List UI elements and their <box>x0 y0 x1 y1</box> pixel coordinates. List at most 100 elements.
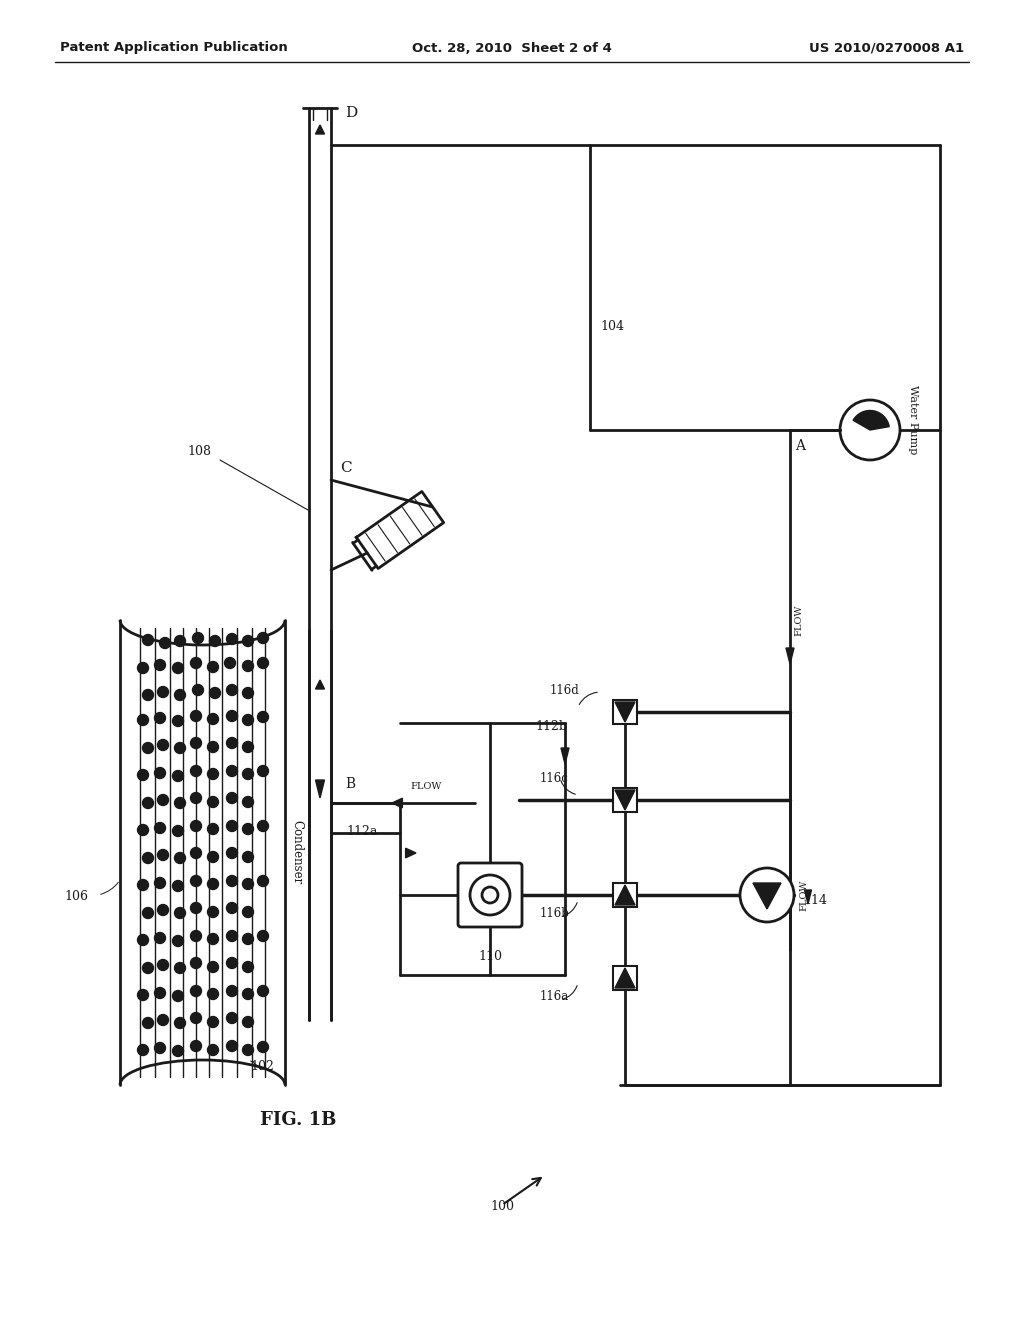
Text: US 2010/0270008 A1: US 2010/0270008 A1 <box>809 41 964 54</box>
Circle shape <box>226 986 238 997</box>
Circle shape <box>226 1040 238 1052</box>
Circle shape <box>226 634 238 644</box>
Circle shape <box>226 710 238 722</box>
Text: Oct. 28, 2010  Sheet 2 of 4: Oct. 28, 2010 Sheet 2 of 4 <box>412 41 612 54</box>
Circle shape <box>172 990 183 1002</box>
Text: C: C <box>340 461 351 475</box>
Text: 106: 106 <box>63 890 88 903</box>
Circle shape <box>174 908 185 919</box>
Circle shape <box>208 661 218 672</box>
Circle shape <box>257 711 268 722</box>
Circle shape <box>208 742 218 752</box>
Circle shape <box>208 1044 218 1056</box>
Circle shape <box>142 1018 154 1028</box>
Circle shape <box>190 738 202 748</box>
Circle shape <box>840 400 900 459</box>
Circle shape <box>155 932 166 944</box>
Polygon shape <box>315 680 325 689</box>
Circle shape <box>190 792 202 804</box>
Circle shape <box>243 742 254 752</box>
Circle shape <box>142 635 154 645</box>
Circle shape <box>158 795 169 805</box>
Circle shape <box>172 825 183 837</box>
Text: Patent Application Publication: Patent Application Publication <box>60 41 288 54</box>
Text: 102: 102 <box>250 1060 273 1073</box>
Circle shape <box>208 714 218 725</box>
Circle shape <box>142 797 154 808</box>
Circle shape <box>210 635 220 647</box>
Circle shape <box>243 796 254 808</box>
Circle shape <box>190 821 202 832</box>
Circle shape <box>226 931 238 941</box>
Text: 108: 108 <box>187 445 211 458</box>
Circle shape <box>158 904 169 916</box>
Polygon shape <box>805 890 811 904</box>
Circle shape <box>174 635 185 647</box>
Text: 104: 104 <box>600 319 624 333</box>
Circle shape <box>174 797 185 808</box>
Circle shape <box>158 850 169 861</box>
Circle shape <box>158 739 169 751</box>
Polygon shape <box>613 883 637 907</box>
Circle shape <box>137 879 148 891</box>
Circle shape <box>226 792 238 804</box>
Text: FLOW: FLOW <box>794 605 803 636</box>
Text: 114: 114 <box>803 894 827 907</box>
Text: FIG. 1B: FIG. 1B <box>260 1111 336 1129</box>
Circle shape <box>243 1044 254 1056</box>
Polygon shape <box>613 700 637 723</box>
Circle shape <box>172 936 183 946</box>
Circle shape <box>155 878 166 888</box>
Circle shape <box>208 989 218 999</box>
Text: FLOW: FLOW <box>799 879 808 911</box>
Circle shape <box>172 663 183 673</box>
Circle shape <box>174 742 185 754</box>
Polygon shape <box>406 849 416 858</box>
Polygon shape <box>753 883 781 909</box>
Circle shape <box>155 660 166 671</box>
Circle shape <box>226 847 238 858</box>
Circle shape <box>172 1045 183 1056</box>
Circle shape <box>172 715 183 726</box>
Text: 116c: 116c <box>540 772 569 785</box>
Circle shape <box>158 686 169 697</box>
Circle shape <box>243 1016 254 1027</box>
Circle shape <box>208 851 218 862</box>
Circle shape <box>210 688 220 698</box>
Circle shape <box>226 1012 238 1023</box>
Circle shape <box>243 824 254 834</box>
Circle shape <box>193 632 204 644</box>
Circle shape <box>208 961 218 973</box>
Text: 116b: 116b <box>540 907 570 920</box>
Circle shape <box>226 821 238 832</box>
Circle shape <box>257 657 268 668</box>
Circle shape <box>243 635 254 647</box>
Text: 116a: 116a <box>540 990 569 1003</box>
Text: B: B <box>345 777 355 791</box>
Circle shape <box>226 875 238 887</box>
Polygon shape <box>615 702 635 722</box>
Circle shape <box>243 768 254 780</box>
Circle shape <box>208 1016 218 1027</box>
Circle shape <box>208 933 218 945</box>
Circle shape <box>257 986 268 997</box>
Text: Condenser: Condenser <box>290 820 303 884</box>
Polygon shape <box>613 966 637 990</box>
Circle shape <box>193 685 204 696</box>
Circle shape <box>190 986 202 997</box>
Circle shape <box>208 907 218 917</box>
Circle shape <box>174 853 185 863</box>
Polygon shape <box>613 788 637 812</box>
Circle shape <box>243 989 254 999</box>
Circle shape <box>137 825 148 836</box>
Circle shape <box>208 879 218 890</box>
Text: 112a: 112a <box>346 825 378 838</box>
Circle shape <box>137 1044 148 1056</box>
Circle shape <box>243 714 254 726</box>
Circle shape <box>172 771 183 781</box>
Circle shape <box>470 875 510 915</box>
Text: 112b: 112b <box>535 719 567 733</box>
Circle shape <box>208 768 218 780</box>
Circle shape <box>174 689 185 701</box>
Circle shape <box>155 1043 166 1053</box>
